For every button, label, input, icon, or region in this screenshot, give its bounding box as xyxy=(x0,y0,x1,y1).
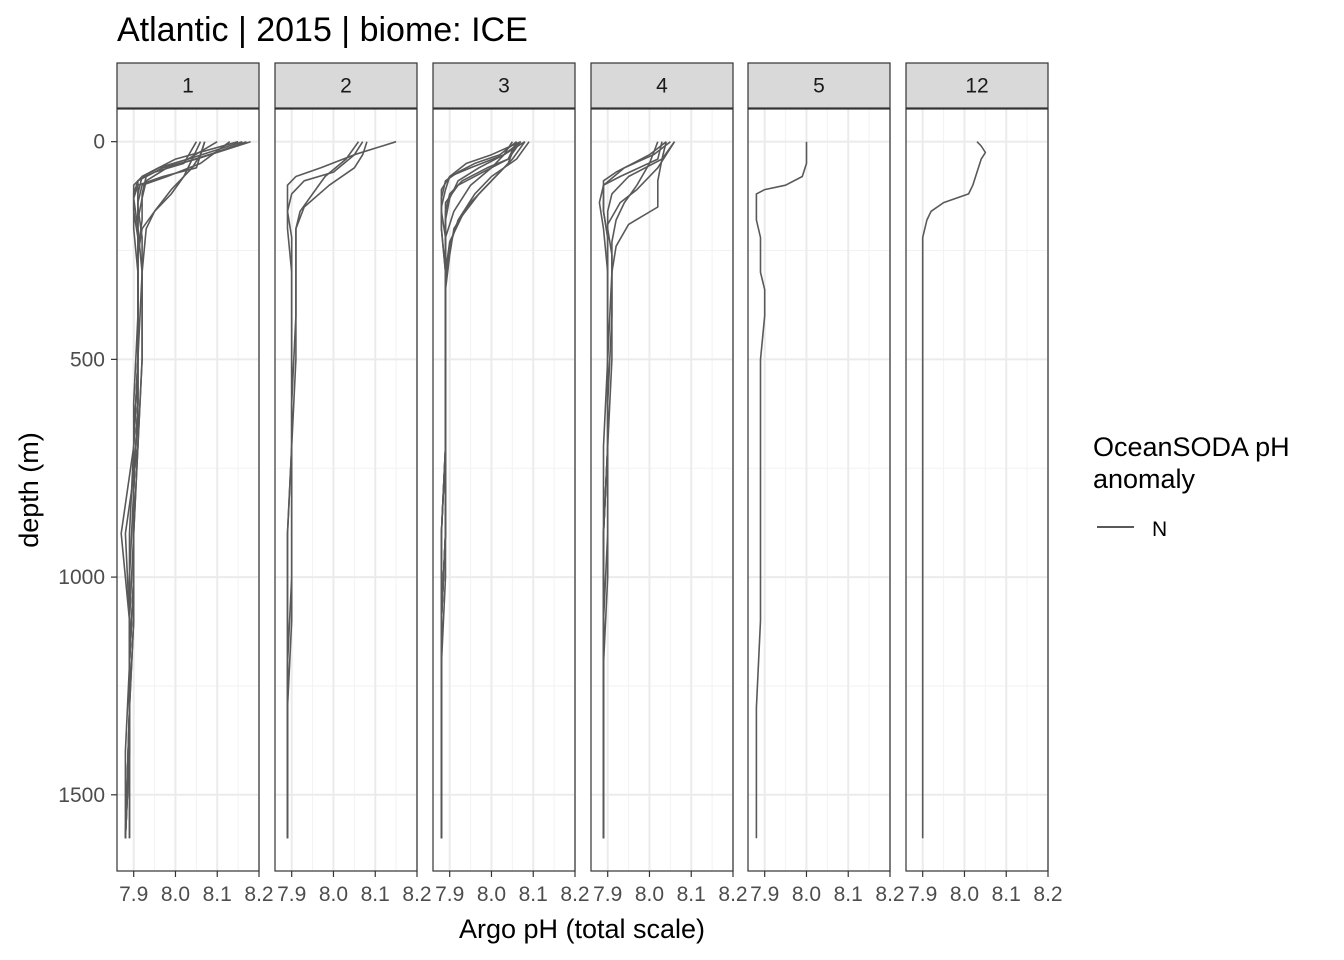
panel-background xyxy=(275,109,417,871)
profile-line-panel-3-10 xyxy=(440,141,518,839)
x-tick-label: 8.2 xyxy=(402,883,431,906)
facet-strip-label: 1 xyxy=(182,75,194,98)
facet-panel-1: 1 xyxy=(116,62,260,872)
panel-background xyxy=(906,109,1048,871)
facet-panels: 1 2 3 4 5 12 xyxy=(116,62,1049,872)
x-tick-label: 8.0 xyxy=(635,883,664,906)
facet-strip xyxy=(432,62,576,109)
x-tick-label: 8.1 xyxy=(361,883,390,906)
panel-background xyxy=(591,109,733,871)
panel-background xyxy=(433,109,575,871)
panel-border xyxy=(905,108,1049,872)
facet-panel-5: 5 xyxy=(747,62,891,872)
facet-strip-label: 12 xyxy=(965,75,988,98)
x-tick-label: 8.0 xyxy=(950,883,979,906)
facet-strip xyxy=(905,62,1049,109)
y-tick-label: 0 xyxy=(93,131,105,154)
x-tick-label: 8.0 xyxy=(792,883,821,906)
legend-title-line-1: OceanSODA pH xyxy=(1093,432,1290,462)
legend-label: N xyxy=(1152,518,1167,541)
x-tick-label: 8.0 xyxy=(319,883,348,906)
x-tick-label: 7.9 xyxy=(277,883,306,906)
y-tick-label: 1500 xyxy=(58,784,105,807)
facet-strip-label: 2 xyxy=(340,75,352,98)
x-tick-label: 8.1 xyxy=(834,883,863,906)
x-tick-label: 8.2 xyxy=(560,883,589,906)
legend-title-line-2: anomaly xyxy=(1093,464,1196,494)
panel-border xyxy=(590,108,734,872)
x-tick-label: 8.1 xyxy=(992,883,1021,906)
facet-panel-4: 4 xyxy=(590,62,734,872)
facet-strip-label: 5 xyxy=(813,75,825,98)
facet-panel-3: 3 xyxy=(432,62,576,872)
legend: OceanSODA pH anomaly N xyxy=(1093,432,1290,541)
x-tick-label: 8.0 xyxy=(161,883,190,906)
profile-line-panel-1-8 xyxy=(128,141,206,839)
panel-border xyxy=(116,108,260,872)
x-tick-label: 7.9 xyxy=(750,883,779,906)
facet-strip xyxy=(747,62,891,109)
y-tick-label: 1000 xyxy=(58,566,105,589)
facet-strip xyxy=(274,62,418,109)
x-tick-label: 8.1 xyxy=(519,883,548,906)
profile-line-panel-2-4 xyxy=(286,141,368,839)
profile-line-panel-4-7 xyxy=(602,141,676,839)
facet-panel-12: 12 xyxy=(905,62,1049,872)
facet-strip-label: 4 xyxy=(656,75,668,98)
x-tick-label: 8.2 xyxy=(1033,883,1062,906)
x-tick-label: 7.9 xyxy=(435,883,464,906)
y-axis: 0 500 1000 1500 xyxy=(58,131,117,807)
x-axis-title: Argo pH (total scale) xyxy=(459,914,705,944)
facet-strip-label: 3 xyxy=(498,75,510,98)
x-tick-label: 8.2 xyxy=(718,883,747,906)
panel-border xyxy=(747,108,891,872)
facet-strip xyxy=(116,62,260,109)
profile-line-panel-1-10 xyxy=(124,140,247,839)
x-tick-label: 8.1 xyxy=(203,883,232,906)
x-tick-label: 8.2 xyxy=(875,883,904,906)
panel-border xyxy=(274,108,418,872)
x-axes: 7.9 8.0 8.1 8.2 7.9 8.0 8.1 8.2 7.9 8.0 8.1 8.2 7.9 8… xyxy=(119,871,1063,906)
panel-border xyxy=(432,108,576,872)
x-tick-label: 7.9 xyxy=(593,883,622,906)
x-tick-label: 8.2 xyxy=(244,883,273,906)
y-tick-label: 500 xyxy=(70,348,105,371)
facet-panel-2: 2 xyxy=(274,62,418,872)
x-tick-label: 7.9 xyxy=(908,883,937,906)
y-axis-title: depth (m) xyxy=(14,432,44,548)
facet-strip xyxy=(590,62,734,109)
x-tick-label: 8.1 xyxy=(677,883,706,906)
profile-line-panel-12-1 xyxy=(921,141,987,839)
profile-line-panel-5-1 xyxy=(755,141,808,839)
chart-title: Atlantic | 2015 | biome: ICE xyxy=(117,11,528,49)
x-tick-label: 7.9 xyxy=(119,883,148,906)
panel-background xyxy=(748,109,890,871)
x-tick-label: 8.0 xyxy=(477,883,506,906)
profile-line-panel-1-9 xyxy=(120,141,218,839)
